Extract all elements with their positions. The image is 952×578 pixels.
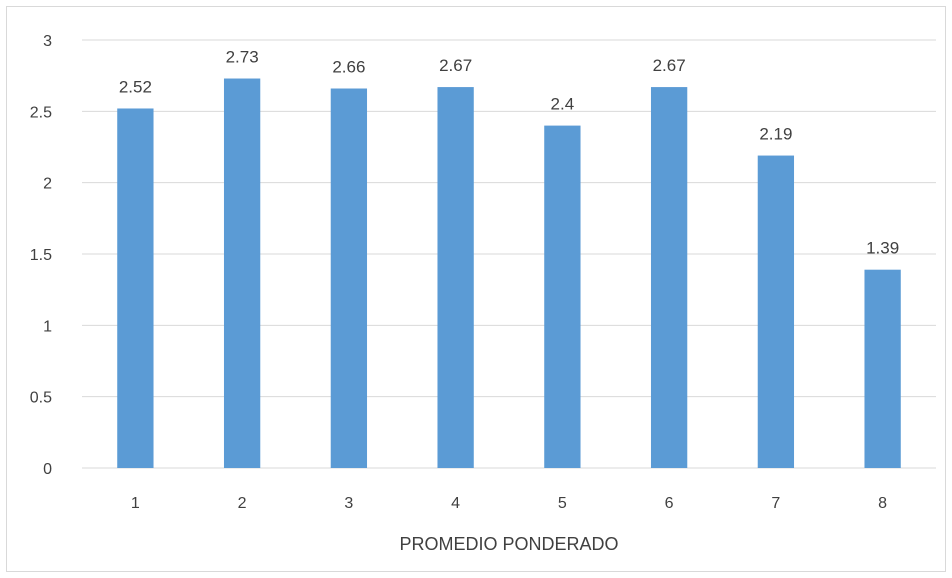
x-tick-label: 8 [878,495,887,512]
bars [117,78,901,469]
bar-1 [117,108,154,468]
y-axis-tick-labels: 0 0.5 1 1.5 2 2.5 3 [30,33,52,478]
x-tick-label: 1 [131,495,140,512]
bar-2 [223,78,261,469]
y-tick-label: 0.5 [30,390,52,407]
y-tick-label: 2 [43,176,52,193]
bar-8 [864,269,901,468]
data-label: 1.39 [866,239,899,258]
data-label: 2.73 [226,48,259,67]
x-tick-label: 2 [238,495,247,512]
data-label: 2.19 [759,125,792,144]
x-tick-label: 7 [771,495,780,512]
bar-6 [650,87,688,468]
data-labels: 2.52 2.73 2.66 2.67 2.4 2.67 2.19 1.39 [119,48,899,258]
data-label: 2.52 [119,77,152,96]
data-label: 2.66 [332,58,365,77]
x-tick-label: 3 [344,495,353,512]
data-label: 2.67 [439,56,472,75]
bar-4 [437,87,474,468]
y-tick-label: 1 [43,318,52,335]
y-tick-label: 3 [43,33,52,50]
y-tick-label: 0 [43,461,52,478]
data-label: 2.67 [653,56,686,75]
x-tick-label: 5 [558,495,567,512]
bar-7 [757,155,795,468]
x-axis-tick-labels: 1 2 3 4 5 6 7 8 [131,495,887,512]
bar-3 [330,88,368,469]
y-tick-label: 1.5 [30,247,52,264]
data-label: 2.4 [551,95,575,114]
gridlines [82,39,936,469]
bar-5 [544,125,581,468]
x-tick-label: 4 [451,495,460,512]
x-tick-label: 6 [665,495,674,512]
x-axis-title: PROMEDIO PONDERADO [399,534,618,554]
y-tick-label: 2.5 [30,104,52,121]
